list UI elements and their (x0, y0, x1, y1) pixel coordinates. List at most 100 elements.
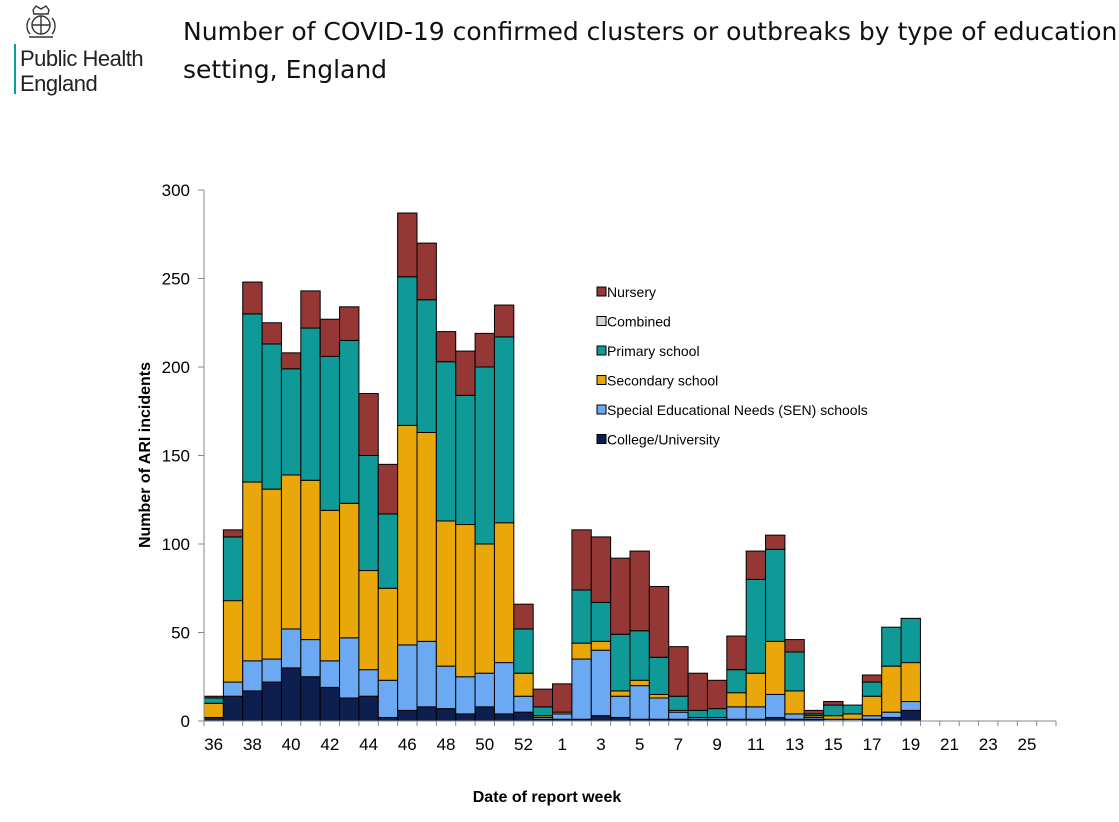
bar-segment-special-educational-needs-sen-schools-week-52 (513, 695, 534, 713)
bar-segment-college-university-week-12 (765, 716, 786, 722)
bar-segment-special-educational-needs-sen-schools-week-47 (416, 640, 437, 708)
bar-segment-college-university-week-19 (900, 709, 921, 722)
bar-segment-special-educational-needs-sen-schools-week-11 (745, 706, 767, 720)
x-tick-label: 48 (437, 735, 456, 754)
bar-segment-secondary-school-week-41 (300, 479, 321, 641)
bar-segment-secondary-school-week-46 (397, 424, 418, 646)
chart-title: Number of COVID-19 confirmed clusters or… (183, 13, 1119, 89)
x-tick-label: 7 (674, 735, 683, 754)
bar-segment-college-university-week-46 (397, 709, 418, 722)
bar-segment-primary-school-week-47 (416, 299, 437, 433)
bar-segment-primary-school-week-41 (300, 327, 321, 481)
bar-segment-secondary-school-week-18 (881, 665, 902, 713)
y-tick-label: 200 (162, 358, 190, 377)
bar-segment-primary-school-week-5 (629, 630, 650, 681)
bar-segment-nursery-week-6 (648, 585, 670, 658)
x-tick-label: 3 (596, 735, 605, 754)
bar-segment-secondary-school-week-51 (493, 522, 515, 664)
bar-segment-secondary-school-week-44 (358, 570, 379, 671)
bar-segment-secondary-school-week-15 (823, 715, 844, 720)
bar-segment-nursery-week-51 (493, 304, 515, 338)
bar-segment-secondary-school-week-38 (242, 481, 263, 662)
y-tick-label: 150 (162, 447, 190, 466)
bar-segment-primary-school-week-37 (222, 536, 244, 602)
bar-segment-secondary-school-week-11 (745, 672, 767, 708)
legend-label-special-educational-needs-sen-schools: Special Educational Needs (SEN) schools (607, 402, 868, 418)
legend-swatch-secondary-school (596, 375, 607, 385)
bar-segment-primary-school-week-17 (861, 681, 883, 697)
bar-segment-secondary-school-week-5 (629, 679, 650, 687)
bar-segment-special-educational-needs-sen-schools-week-17 (861, 715, 883, 720)
bar-segment-primary-school-week-13 (784, 651, 805, 692)
bar-segment-primary-school-week-51 (493, 336, 515, 524)
bar-segment-secondary-school-week-13 (784, 690, 805, 715)
legend-label-college-university: College/University (607, 432, 720, 448)
bar-segment-nursery-week-39 (261, 322, 282, 345)
bar-segment-nursery-week-13 (784, 639, 805, 653)
x-tick-label: 36 (204, 735, 223, 754)
y-tick-label: 50 (171, 624, 190, 643)
bar-segment-college-university-week-47 (416, 706, 437, 722)
bar-segment-nursery-week-52 (513, 603, 534, 630)
x-tick-label: 46 (398, 735, 417, 754)
bar-segment-special-educational-needs-sen-schools-week-2 (571, 658, 592, 720)
x-tick-label: 44 (359, 735, 378, 754)
bar-segment-special-educational-needs-sen-schools-week-41 (300, 639, 321, 678)
bar-segment-secondary-school-week-10 (726, 692, 747, 708)
bar-segment-nursery-week-40 (280, 352, 302, 370)
bar-segment-nursery-week-10 (726, 635, 747, 671)
bar-segment-special-educational-needs-sen-schools-week-49 (455, 676, 476, 715)
bar-segment-special-educational-needs-sen-schools-week-42 (319, 660, 341, 688)
royal-crest-icon (26, 5, 56, 38)
phe-logo: Public Health England (8, 4, 158, 96)
bar-segment-secondary-school-week-16 (842, 713, 863, 720)
bar-segment-primary-school-week-50 (474, 366, 495, 545)
bar-segment-primary-school-week-9 (706, 708, 728, 718)
bar-segment-secondary-school-week-12 (765, 640, 786, 695)
legend-label-secondary-school: Secondary school (607, 373, 718, 389)
bar-segment-college-university-week-43 (339, 697, 360, 722)
bar-segment-secondary-school-week-48 (435, 520, 457, 667)
bar-segment-college-university-week-52 (513, 711, 534, 722)
x-tick-label: 1 (557, 735, 566, 754)
bar-segment-primary-school-week-2 (571, 589, 592, 644)
x-tick-label: 9 (712, 735, 721, 754)
bar-segment-primary-school-week-8 (687, 709, 708, 718)
chart-title-line2: setting, England (183, 55, 388, 84)
bar-segment-primary-school-week-3 (590, 601, 612, 642)
bar-segment-secondary-school-week-47 (416, 431, 437, 642)
bar-segment-special-educational-needs-sen-schools-week-18 (881, 711, 902, 718)
chart-title-line1: Number of COVID-19 confirmed clusters or… (183, 17, 1119, 46)
bar-segment-primary-school-week-49 (455, 394, 476, 526)
bar-segment-college-university-week-41 (300, 676, 321, 722)
x-tick-label: 21 (940, 735, 959, 754)
bar-segment-special-educational-needs-sen-schools-week-7 (668, 711, 689, 720)
bar-segment-secondary-school-week-45 (377, 587, 399, 681)
x-tick-label: 23 (979, 735, 998, 754)
bar-segment-primary-school-week-10 (726, 669, 747, 694)
bar-segment-college-university-week-51 (493, 713, 515, 722)
bar-segment-special-educational-needs-sen-schools-week-4 (610, 695, 631, 718)
bar-segment-primary-school-week-43 (339, 339, 360, 504)
bar-segment-primary-school-week-40 (280, 368, 302, 476)
y-tick-label: 250 (162, 270, 190, 289)
legend-label-primary-school: Primary school (607, 343, 700, 359)
legend-swatch-combined (596, 316, 607, 326)
bar-segment-college-university-week-40 (280, 667, 302, 722)
y-tick-label: 300 (162, 181, 190, 200)
bar-segment-nursery-week-15 (823, 701, 844, 706)
x-tick-label: 52 (514, 735, 533, 754)
bar-segment-primary-school-week-39 (261, 343, 282, 490)
bar-segment-nursery-week-12 (765, 534, 786, 550)
bar-segment-secondary-school-week-49 (455, 524, 476, 678)
x-tick-label: 25 (1017, 735, 1036, 754)
bar-segment-nursery-week-53 (532, 688, 554, 708)
org-name: Public Health England (20, 46, 144, 96)
bar-segment-nursery-week-17 (861, 674, 883, 683)
bar-segment-nursery-week-2 (571, 529, 592, 591)
legend-label-nursery: Nursery (607, 284, 656, 300)
bar-segment-primary-school-week-19 (900, 617, 921, 664)
bar-segment-secondary-school-week-36 (203, 702, 224, 718)
bar-segment-special-educational-needs-sen-schools-week-6 (648, 697, 670, 720)
